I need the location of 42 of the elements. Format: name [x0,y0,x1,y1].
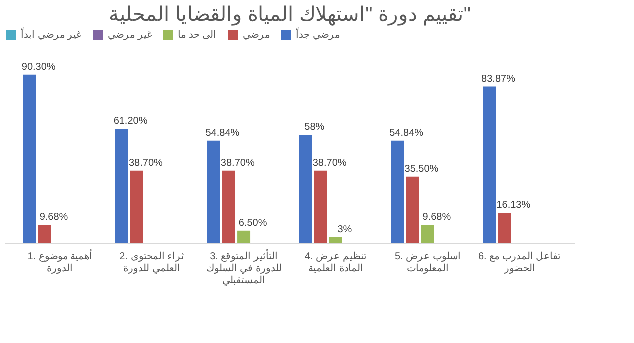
legend-label: الى حد ما [178,30,217,41]
bar [38,224,52,243]
data-label: 3% [338,224,352,236]
bar [406,176,420,243]
bar [130,170,144,243]
x-tick-label: 3. التأثير المتوقع للدورة في السلوك المستقبلي [206,250,282,286]
data-label: 61.20% [114,116,148,128]
legend-label: مرضي [243,30,270,41]
data-label: 9.68% [40,212,68,223]
data-label: 83.87% [482,74,516,85]
bar [498,212,512,243]
data-label: 54.84% [206,128,240,139]
data-label: 38.70% [128,158,163,169]
data-label: 6.50% [238,218,268,229]
data-label: 90.30% [22,62,56,73]
bar [299,134,312,243]
legend-label: مرضي جداً [296,27,340,41]
bar [483,86,496,243]
legend-label: غير مرضي [108,30,152,41]
data-label: 38.70% [312,158,347,169]
data-label: 9.68% [422,212,452,223]
bar [329,237,342,243]
bar [314,170,328,243]
bar [222,170,236,243]
bar [23,74,36,243]
chart-title: تقييم دورة "استهلاك المياة والقضايا المحلية" [109,4,471,26]
x-tick-label: 5. اسلوب عرض المعلومات [394,252,461,274]
x-tick-label: 2. ثراء المحتوى العلمي للدورة [120,252,185,274]
data-label: 16.13% [496,200,531,211]
x-tick-label: 6. تفاعل المدرب مع الحضور [478,252,562,274]
data-label: 54.84% [390,128,424,139]
bar [115,129,128,243]
bar [207,140,220,243]
data-label: 35.50% [404,164,439,175]
bar [391,140,404,243]
bar [238,230,251,243]
data-label: 38.70% [220,158,255,169]
bar [421,224,434,243]
x-tick-label: 1. أهمية موضوع الدورة [28,250,93,274]
data-label: 58% [304,122,325,133]
legend-label: غير مرضي ابداً [21,27,82,41]
x-tick-label: 4. تنظيم عرض المادة العلمية [305,252,367,274]
